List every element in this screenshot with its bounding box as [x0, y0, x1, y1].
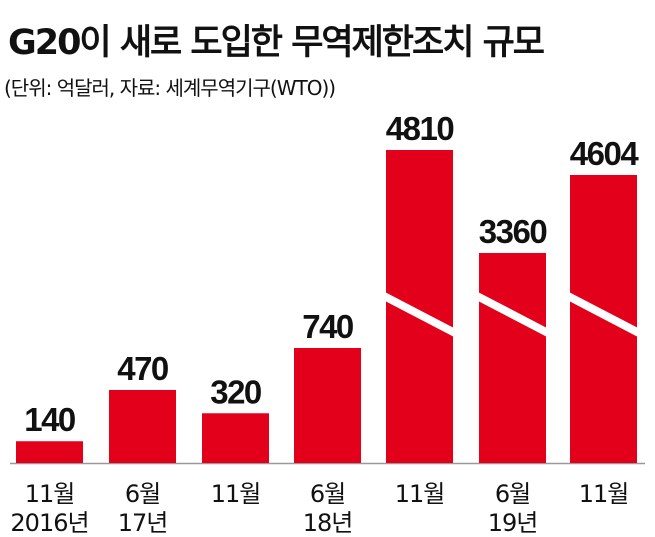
axis-break-mark [475, 292, 550, 337]
x-tick-label: 6월 [310, 480, 345, 508]
x-tick-label: 6월 [125, 480, 160, 508]
bar-value-label: 4604 [570, 135, 640, 172]
bar [16, 441, 83, 463]
x-tick-label: 11월 [25, 480, 75, 508]
chart-title: G20이 새로 도입한 무역제한조치 규모 [8, 23, 545, 63]
bar [109, 389, 176, 463]
bar-value-label: 470 [117, 350, 168, 387]
x-tick-label: 17년 [118, 509, 168, 537]
axis-break-mark [566, 292, 641, 337]
x-tick-label: 19년 [488, 509, 538, 537]
x-tick-label: 6월 [495, 480, 530, 508]
x-tick-label: 2016년 [10, 509, 88, 537]
chart-subtitle: (단위: 억달러, 자료: 세계무역기구(WTO)) [4, 76, 336, 100]
bar [202, 413, 269, 463]
bar [479, 253, 546, 463]
x-tick-label: 11월 [579, 480, 629, 508]
bar-value-label: 740 [302, 308, 353, 345]
x-tick-label: 11월 [395, 480, 445, 508]
bar-value-label: 4810 [386, 110, 454, 147]
bar-value-label: 3360 [479, 213, 547, 250]
bar-value-label: 320 [210, 373, 261, 410]
bar [294, 348, 361, 463]
axis-break-mark [382, 292, 457, 337]
x-tick-label: 11월 [211, 480, 261, 508]
x-tick-label: 18년 [303, 509, 353, 537]
bar-value-label: 140 [24, 401, 75, 438]
